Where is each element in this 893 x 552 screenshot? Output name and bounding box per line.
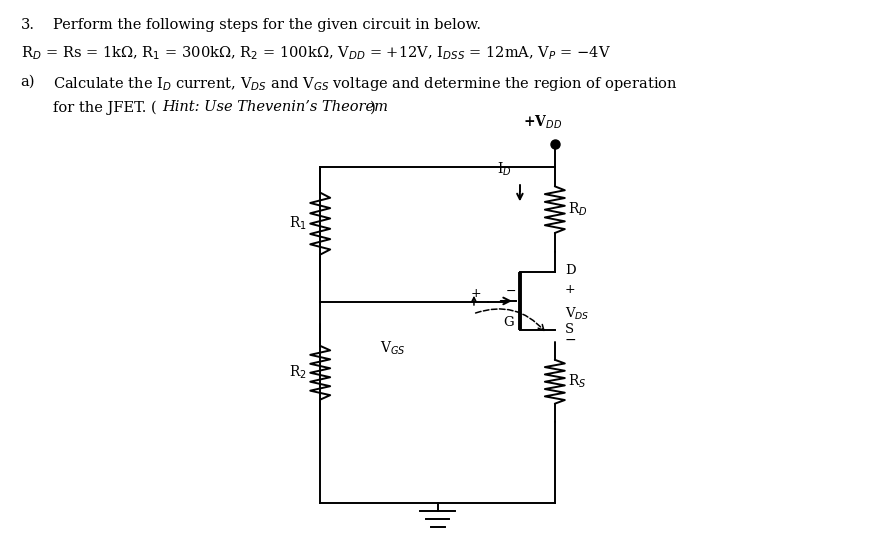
Text: Calculate the I$_D$ current, V$_{DS}$ and V$_{GS}$ voltage and determine the reg: Calculate the I$_D$ current, V$_{DS}$ an… bbox=[53, 75, 677, 93]
Text: R$_2$: R$_2$ bbox=[289, 364, 307, 381]
Text: 3.: 3. bbox=[21, 18, 35, 31]
Text: Perform the following steps for the given circuit in below.: Perform the following steps for the give… bbox=[53, 18, 480, 31]
Text: I$_D$: I$_D$ bbox=[497, 161, 512, 178]
Text: R$_D$ = Rs = 1kΩ, R$_1$ = 300kΩ, R$_2$ = 100kΩ, V$_{DD}$ = +12V, I$_{DSS}$ = 12m: R$_D$ = Rs = 1kΩ, R$_1$ = 300kΩ, R$_2$ =… bbox=[21, 45, 611, 62]
Text: +V$_{DD}$: +V$_{DD}$ bbox=[523, 114, 563, 131]
Text: +: + bbox=[471, 288, 481, 300]
Text: V$_{GS}$: V$_{GS}$ bbox=[380, 339, 405, 357]
Text: G: G bbox=[504, 316, 514, 329]
Text: −: − bbox=[564, 333, 577, 347]
Text: S: S bbox=[564, 323, 574, 336]
Text: R$_D$: R$_D$ bbox=[568, 201, 588, 219]
Text: D: D bbox=[564, 263, 575, 277]
Text: for the JFET. (: for the JFET. ( bbox=[53, 100, 156, 115]
Text: Hint: Use Thevenin’s Theorem: Hint: Use Thevenin’s Theorem bbox=[163, 100, 388, 114]
Text: V$_{DS}$: V$_{DS}$ bbox=[564, 306, 589, 322]
Text: +: + bbox=[564, 284, 575, 296]
Text: ): ) bbox=[370, 100, 376, 114]
Text: R$_1$: R$_1$ bbox=[289, 215, 307, 232]
Text: R$_S$: R$_S$ bbox=[568, 373, 587, 390]
Text: −: − bbox=[505, 284, 516, 298]
Text: a): a) bbox=[21, 75, 35, 88]
